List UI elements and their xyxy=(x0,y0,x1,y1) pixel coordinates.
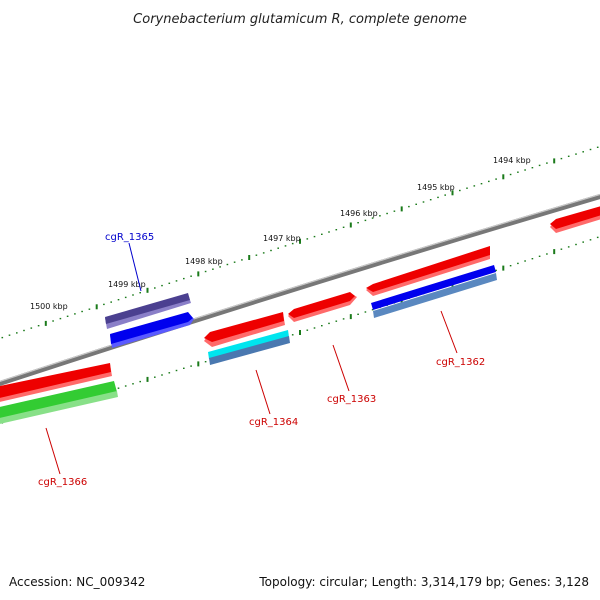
leader-cgR_1365 xyxy=(128,242,142,292)
label-cgR_1366[interactable]: cgR_1366 xyxy=(38,477,87,488)
feature-blue-bar-1362[interactable] xyxy=(371,265,497,318)
feature-green-bar-1366[interactable] xyxy=(0,381,118,425)
leader-cgR_1364 xyxy=(255,369,271,415)
feature-blue-gene-1365[interactable] xyxy=(110,312,194,348)
topology-text: Topology: circular; Length: 3,314,179 bp… xyxy=(258,575,589,589)
tick-label-1498: 1498 kbp xyxy=(185,257,223,266)
tick-label-1494: 1494 kbp xyxy=(493,156,531,165)
label-cgR_1365[interactable]: cgR_1365 xyxy=(105,232,154,243)
accession-text: Accession: NC_009342 xyxy=(9,575,145,589)
tick-label-1497: 1497 kbp xyxy=(263,234,301,243)
genome-backbone xyxy=(0,193,600,386)
leader-cgR_1363 xyxy=(332,344,350,392)
tick-label-1500: 1500 kbp xyxy=(30,302,68,311)
gene-cgR_1362[interactable] xyxy=(366,246,490,296)
map-title: Corynebacterium glutamicum R, complete g… xyxy=(133,12,467,27)
label-cgR_1364[interactable]: cgR_1364 xyxy=(249,417,298,428)
label-cgR_1363[interactable]: cgR_1363 xyxy=(327,394,376,405)
gene-cgR_1363[interactable] xyxy=(288,292,357,322)
tick-label-1496: 1496 kbp xyxy=(340,209,378,218)
feature-red-edge[interactable] xyxy=(550,205,600,233)
leader-cgR_1362 xyxy=(440,310,458,354)
outer-scale xyxy=(1,146,599,339)
gene-cgR_1365[interactable] xyxy=(105,293,191,329)
feature-cyan-bar-1364[interactable] xyxy=(208,330,290,365)
tick-label-1499: 1499 kbp xyxy=(108,280,146,289)
gene-cgR_1364[interactable] xyxy=(204,312,285,347)
tick-label-1495: 1495 kbp xyxy=(417,183,455,192)
label-cgR_1362[interactable]: cgR_1362 xyxy=(436,357,485,368)
genome-backbone-highlight xyxy=(0,193,600,382)
gene-cgR_1366[interactable] xyxy=(0,363,112,403)
leader-cgR_1366 xyxy=(45,427,61,475)
